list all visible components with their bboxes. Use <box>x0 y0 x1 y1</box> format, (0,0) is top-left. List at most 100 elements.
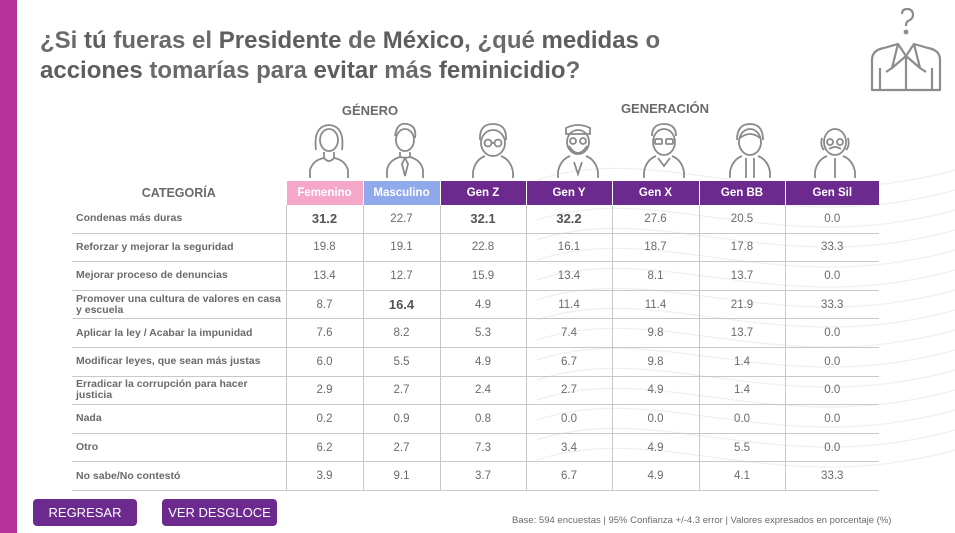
left-accent-bar <box>0 0 17 533</box>
table-cell: 0.0 <box>698 404 785 434</box>
title-segment: , ¿qué <box>464 27 542 54</box>
table-cell: 19.1 <box>362 233 440 263</box>
view-breakdown-button[interactable]: VER DESGLOCE <box>162 499 277 526</box>
table-cell: 1.4 <box>698 376 785 406</box>
table-header-row: CATEGORÍA Femenino Masculino Gen Z Gen Y… <box>72 181 879 205</box>
page-title: ¿Si tú fueras el Presidente de México, ¿… <box>40 26 660 86</box>
table-cell: 0.0 <box>784 205 879 234</box>
results-table: CATEGORÍA Femenino Masculino Gen Z Gen Y… <box>72 181 879 491</box>
table-cell: 0.0 <box>784 404 879 434</box>
table-cell: 9.1 <box>362 461 440 491</box>
table-cell: 0.0 <box>784 261 879 291</box>
title-segment: tomarías para <box>142 57 314 84</box>
table-cell: 33.3 <box>784 461 879 491</box>
table-cell: 16.4 <box>362 290 440 320</box>
table-cell: 2.7 <box>362 376 440 406</box>
table-cell: 7.3 <box>439 433 526 463</box>
row-label: No sabe/No contestó <box>72 461 286 491</box>
table-cell: 3.9 <box>285 461 363 491</box>
title-segment: o <box>638 27 661 54</box>
title-segment: fueras el <box>106 27 219 54</box>
title-segment: ? <box>565 57 581 84</box>
back-button[interactable]: REGRESAR <box>33 499 137 526</box>
row-label: Modificar leyes, que sean más justas <box>72 347 286 377</box>
woman-icon <box>309 124 349 178</box>
title-segment: México <box>382 27 465 54</box>
table-row: Aplicar la ley / Acabar la impunidad 7.6 8… <box>72 318 879 348</box>
title-segment: acciones <box>40 57 143 84</box>
table-cell: 4.1 <box>698 461 785 491</box>
table-cell: 4.9 <box>439 290 526 320</box>
table-cell: 0.0 <box>611 404 699 434</box>
table-row: Promover una cultura de valores en casa … <box>72 290 879 320</box>
table-cell: 5.3 <box>439 318 526 348</box>
table-cell: 6.7 <box>525 347 612 377</box>
column-header: Gen Sil <box>784 181 879 205</box>
table-cell: 2.4 <box>439 376 526 406</box>
column-header: Gen Z <box>439 181 526 205</box>
table-cell: 2.7 <box>362 433 440 463</box>
row-label: Promover una cultura de valores en casa … <box>72 290 286 320</box>
man-tie-icon <box>386 122 424 178</box>
row-label: Reforzar y mejorar la seguridad <box>72 233 286 263</box>
table-cell: 7.4 <box>525 318 612 348</box>
row-label: Aplicar la ley / Acabar la impunidad <box>72 318 286 348</box>
table-cell: 13.7 <box>698 318 785 348</box>
table-cell: 21.9 <box>698 290 785 320</box>
table-row: Mejorar proceso de denuncias 13.4 12.7 15.9… <box>72 261 879 291</box>
table-cell: 33.3 <box>784 290 879 320</box>
table-cell: 4.9 <box>611 376 699 406</box>
title-segment: tú <box>84 27 107 54</box>
table-cell: 22.7 <box>362 205 440 234</box>
table-row: No sabe/No contestó 3.9 9.1 3.7 6.7 4.9 4.1 33.… <box>72 461 879 491</box>
table-row: Condenas más duras 31.2 22.7 32.1 32.2 27.6 20… <box>72 205 879 234</box>
row-label: Nada <box>72 404 286 434</box>
row-label: Erradicar la corrupción para hacer justi… <box>72 376 286 406</box>
table-cell: 13.4 <box>285 261 363 291</box>
row-label: Condenas más duras <box>72 205 286 234</box>
column-header: Gen BB <box>698 181 785 205</box>
table-cell: 18.7 <box>611 233 699 263</box>
table-cell: 0.0 <box>784 347 879 377</box>
table-cell: 27.6 <box>611 205 699 234</box>
young-glasses-icon <box>472 123 514 178</box>
title-segment: evitar <box>313 57 378 84</box>
table-cell: 8.7 <box>285 290 363 320</box>
table-cell: 11.4 <box>611 290 699 320</box>
table-cell: 2.7 <box>525 376 612 406</box>
older-man-icon <box>729 123 771 178</box>
title-segment: de <box>341 27 383 54</box>
table-cell: 16.1 <box>525 233 612 263</box>
title-segment: medidas <box>541 27 639 54</box>
table-cell: 0.9 <box>362 404 440 434</box>
title-segment: más <box>377 57 439 84</box>
table-cell: 12.7 <box>362 261 440 291</box>
table-cell: 7.6 <box>285 318 363 348</box>
table-cell: 17.8 <box>698 233 785 263</box>
table-cell: 1.4 <box>698 347 785 377</box>
table-cell: 11.4 <box>525 290 612 320</box>
table-cell: 0.2 <box>285 404 363 434</box>
row-label: Mejorar proceso de denuncias <box>72 261 286 291</box>
table-cell: 0.0 <box>784 376 879 406</box>
column-header: Gen Y <box>525 181 612 205</box>
row-label: Otro <box>72 433 286 463</box>
table-cell: 6.2 <box>285 433 363 463</box>
table-cell: 19.8 <box>285 233 363 263</box>
table-row: Otro 6.2 2.7 7.3 3.4 4.9 5.5 0.0 <box>72 433 879 463</box>
table-cell: 22.8 <box>439 233 526 263</box>
table-cell: 3.7 <box>439 461 526 491</box>
table-cell: 5.5 <box>362 347 440 377</box>
table-cell: 3.4 <box>525 433 612 463</box>
table-cell: 0.0 <box>784 318 879 348</box>
man-beard-icon <box>557 124 599 178</box>
suit-question-icon <box>870 8 942 92</box>
generation-header: GENERACIÓN <box>620 101 710 116</box>
table-row: Reforzar y mejorar la seguridad 19.8 19.1 2… <box>72 233 879 263</box>
column-header: Masculino <box>362 181 440 205</box>
table-cell: 9.8 <box>611 347 699 377</box>
table-cell: 33.3 <box>784 233 879 263</box>
title-segment: feminicidio <box>438 57 566 84</box>
table-cell: 13.7 <box>698 261 785 291</box>
table-row: Nada 0.2 0.9 0.8 0.0 0.0 0.0 0.0 <box>72 404 879 434</box>
